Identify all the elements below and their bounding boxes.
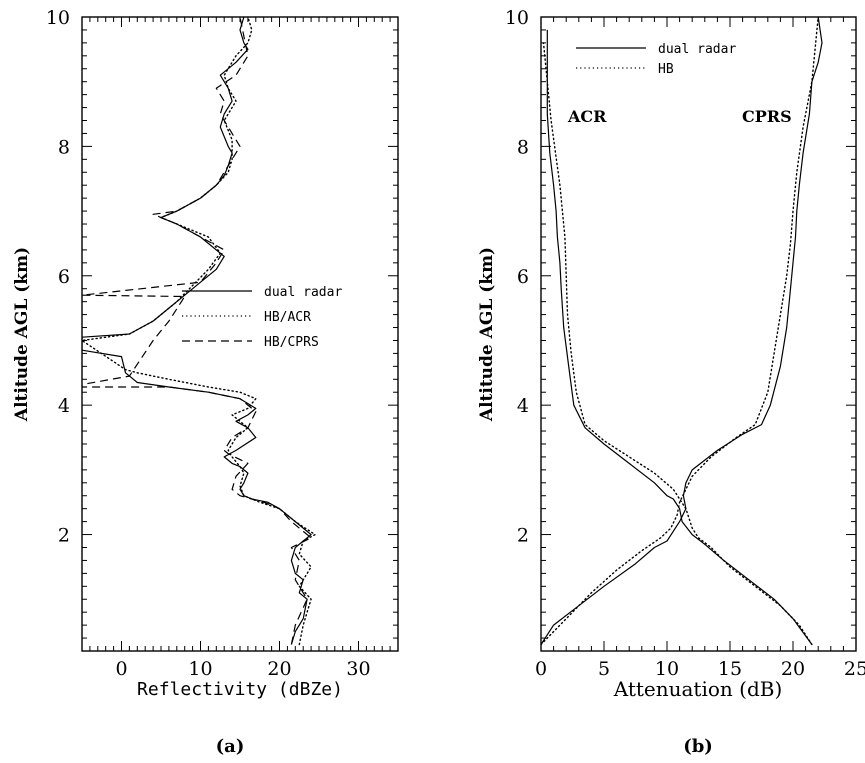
panel-b-label: (b) bbox=[683, 736, 713, 757]
y-tick-label: 6 bbox=[58, 266, 70, 288]
x-tick-label: 30 bbox=[346, 658, 370, 680]
y-tick-label: 10 bbox=[505, 7, 529, 29]
panel-a-y-axis-title: Altitude AGL (km) bbox=[12, 247, 32, 422]
panel-b-attenuation: 0 5 10 15 20 25 2 4 6 8 10 Attenuation (dB) Altitu… bbox=[477, 7, 865, 757]
panel-a-ticks bbox=[81, 16, 399, 652]
panel-b-ticks bbox=[540, 16, 857, 652]
panel-b-tick-labels: 0 5 10 15 20 25 2 4 6 8 10 bbox=[505, 7, 865, 680]
x-tick-label: 15 bbox=[718, 658, 742, 680]
panel-a-tick-labels: 0 10 20 30 2 4 6 8 10 bbox=[46, 7, 371, 680]
legend-label: HB/CPRS bbox=[264, 335, 319, 350]
y-tick-label: 2 bbox=[517, 525, 529, 547]
y-tick-label: 10 bbox=[46, 7, 70, 29]
annotation-cprs: CPRS bbox=[742, 107, 792, 126]
panel-a-reflectivity: 0 10 20 30 2 4 6 8 10 Reflectivity (dBZe) Altitu… bbox=[12, 7, 399, 757]
legend-label: dual radar bbox=[264, 285, 342, 300]
panel-a-label: (a) bbox=[216, 736, 245, 757]
panel-b-frame bbox=[540, 16, 857, 652]
y-tick-label: 4 bbox=[58, 395, 70, 417]
x-tick-label: 25 bbox=[844, 658, 865, 680]
legend-label: HB bbox=[658, 62, 674, 77]
annotation-acr: ACR bbox=[567, 107, 607, 126]
panel-b-y-axis-title: Altitude AGL (km) bbox=[477, 247, 497, 422]
panel-b-x-axis-title: Attenuation (dB) bbox=[613, 677, 783, 701]
series-line-hb-1 bbox=[541, 17, 819, 646]
panel-b-legend: dual radar HB bbox=[576, 42, 736, 77]
x-tick-label: 10 bbox=[188, 658, 212, 680]
series-line-hb-2 bbox=[542, 42, 813, 646]
legend-label: dual radar bbox=[658, 42, 736, 57]
y-tick-label: 8 bbox=[517, 136, 529, 158]
x-tick-label: 0 bbox=[535, 658, 547, 680]
y-tick-label: 8 bbox=[58, 136, 70, 158]
panel-a-x-axis-title: Reflectivity (dBZe) bbox=[137, 679, 343, 700]
x-tick-label: 10 bbox=[655, 658, 679, 680]
series-line-dual-radar-1 bbox=[541, 17, 823, 645]
x-tick-label: 0 bbox=[115, 658, 127, 680]
x-tick-label: 20 bbox=[267, 658, 291, 680]
x-tick-label: 5 bbox=[598, 658, 610, 680]
legend-label: HB/ACR bbox=[264, 310, 311, 325]
series-line-dual-radar bbox=[82, 17, 312, 645]
series-line-dual-radar-2 bbox=[546, 29, 813, 645]
panel-b-series-lines bbox=[541, 17, 823, 646]
x-tick-label: 20 bbox=[781, 658, 805, 680]
y-tick-label: 4 bbox=[517, 395, 529, 417]
panel-a-legend: dual radar HB/ACR HB/CPRS bbox=[182, 285, 342, 350]
y-tick-label: 2 bbox=[58, 525, 70, 547]
series-line-hb-cprs bbox=[82, 17, 312, 645]
series-line-hb-acr bbox=[82, 17, 316, 646]
panel-a-series-lines bbox=[82, 17, 316, 646]
y-tick-label: 6 bbox=[517, 266, 529, 288]
